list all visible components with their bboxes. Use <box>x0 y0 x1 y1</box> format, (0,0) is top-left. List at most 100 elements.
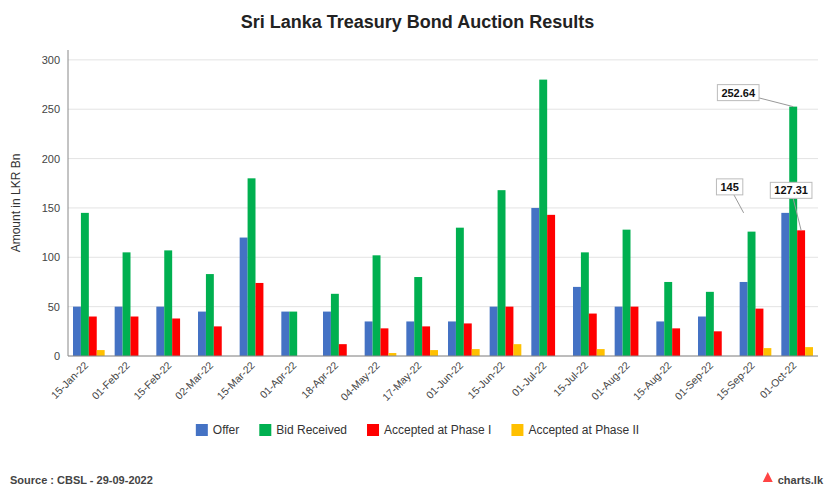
credit: charts.lk <box>778 474 824 486</box>
y-tick-label: 50 <box>48 301 60 313</box>
legend-swatch <box>511 424 523 436</box>
bar <box>414 277 422 356</box>
bar <box>214 326 222 356</box>
bar <box>756 309 764 356</box>
bar <box>81 213 89 356</box>
legend-swatch <box>196 424 208 436</box>
bar <box>430 350 438 356</box>
x-tick-label: 15-Sep-22 <box>714 359 757 402</box>
bar <box>198 312 206 356</box>
y-tick-label: 100 <box>42 251 60 263</box>
bar <box>656 321 664 356</box>
annotation-box <box>770 182 812 198</box>
bar <box>381 328 389 356</box>
bar <box>339 344 347 356</box>
bar <box>531 208 539 356</box>
x-tick-label: 18-Apr-22 <box>299 359 341 401</box>
bar <box>763 348 771 356</box>
source: Source : CBSL - 29-09-2022 <box>10 474 153 486</box>
x-tick-label: 15-Feb-22 <box>131 359 174 402</box>
bar <box>281 312 289 356</box>
legend-swatch <box>367 424 379 436</box>
bar <box>365 321 373 356</box>
legend-item: Accepted at Phase I <box>367 423 491 437</box>
legend-label: Offer <box>213 423 239 437</box>
bar <box>131 317 139 356</box>
x-tick-label: 01-Sep-22 <box>672 359 715 402</box>
bar <box>805 347 813 356</box>
x-tick-label: 01-Jun-22 <box>423 359 465 401</box>
bars <box>73 80 813 356</box>
bar <box>472 349 480 356</box>
x-tick-label: 01-Jul-22 <box>509 359 549 399</box>
y-tick-label: 0 <box>54 350 60 362</box>
bar <box>248 178 256 356</box>
bar <box>448 321 456 356</box>
logo <box>763 472 773 482</box>
bar <box>581 252 589 356</box>
legend-label: Accepted at Phase II <box>528 423 639 437</box>
annotation-text: 127.31 <box>774 184 808 196</box>
bar <box>240 238 248 356</box>
bar <box>331 294 339 356</box>
bar <box>464 323 472 356</box>
x-tick-label: 15-Mar-22 <box>214 359 257 402</box>
title: Sri Lanka Treasury Bond Auction Results <box>241 12 594 32</box>
bar <box>206 274 214 356</box>
annotation-text: 145 <box>720 181 738 193</box>
x-tick-label: 01-Oct-22 <box>757 359 799 401</box>
bar <box>172 318 180 356</box>
grid-line <box>68 59 818 60</box>
bar <box>672 328 680 356</box>
bar <box>698 317 706 356</box>
bar <box>73 307 81 356</box>
y-axis-line <box>68 50 69 356</box>
bar <box>513 344 521 356</box>
bar <box>115 307 123 356</box>
bar <box>615 307 623 356</box>
annotation-text: 252.64 <box>721 87 756 99</box>
legend-label: Accepted at Phase I <box>384 423 491 437</box>
bar <box>748 232 756 356</box>
bar <box>156 307 164 356</box>
x-tick-label: 01-Apr-22 <box>257 359 299 401</box>
bar <box>373 255 381 356</box>
legend-item: Offer <box>196 423 239 437</box>
x-tick-label: 01-Aug-22 <box>589 359 632 402</box>
x-tick-label: 04-May-22 <box>338 359 382 403</box>
bar <box>789 107 797 356</box>
x-tick-label: 15-Jan-22 <box>48 359 90 401</box>
bar <box>714 331 722 356</box>
y-tick-label: 200 <box>42 153 60 165</box>
legend-swatch <box>259 424 271 436</box>
grid-line <box>68 109 818 110</box>
bar <box>781 213 789 356</box>
chart: Sri Lanka Treasury Bond Auction Results 0… <box>0 0 835 501</box>
bar <box>256 283 264 356</box>
bar <box>797 230 805 356</box>
grid-line <box>68 356 818 357</box>
annotations: 145 252.64 127.31 <box>716 85 812 231</box>
bar <box>506 307 514 356</box>
bar <box>498 190 506 356</box>
bar <box>164 250 172 356</box>
grid-line <box>68 257 818 258</box>
annotation-box <box>717 85 759 101</box>
bar <box>623 230 631 356</box>
y-tick-label: 250 <box>42 103 60 115</box>
legend-item: Accepted at Phase II <box>511 423 639 437</box>
bar <box>456 228 464 356</box>
bar <box>323 312 331 356</box>
page: {"chart_data": {"type": "bar", "title": … <box>0 0 835 501</box>
bar <box>123 252 131 356</box>
bar <box>597 349 605 356</box>
x-axis-line <box>68 356 818 357</box>
bar <box>706 292 714 356</box>
x-tick-label: 15-Jul-22 <box>551 359 591 399</box>
bar <box>89 317 97 356</box>
x-tick-label: 17-May-22 <box>380 359 424 403</box>
y-tick-label: 300 <box>42 54 60 66</box>
y-tick-label: 150 <box>42 202 60 214</box>
bar <box>289 312 297 356</box>
grid-line <box>68 158 818 159</box>
